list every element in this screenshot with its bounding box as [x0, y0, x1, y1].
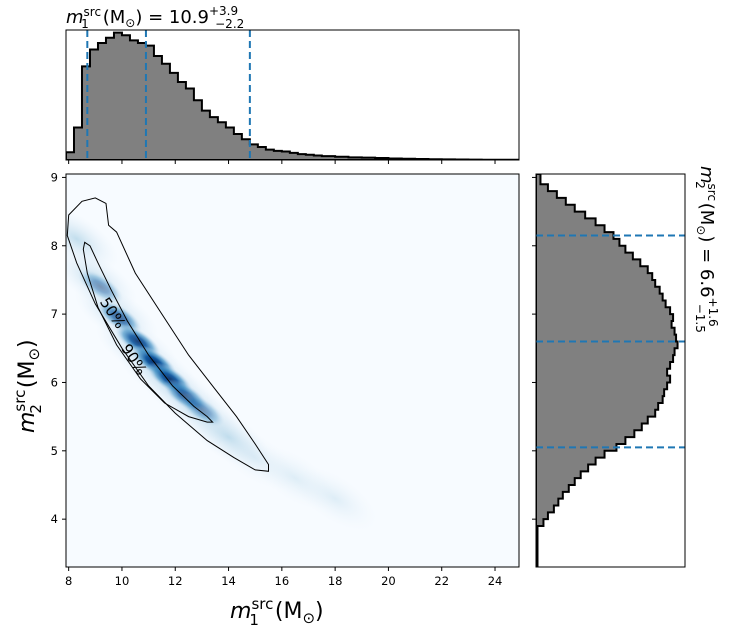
x-tick-label: 8 — [65, 574, 72, 588]
m1-marginal-panel — [65, 29, 520, 164]
x-tick-label: 24 — [488, 574, 503, 588]
m2-quantile-lines — [536, 234, 685, 449]
m1-summary-title: msrc 1 (M⊙) = 10.9+3.9 −2.2 — [66, 4, 244, 31]
m1-histogram — [66, 31, 519, 160]
y-tick-label: 6 — [51, 375, 58, 389]
x-tick-label: 20 — [381, 574, 396, 588]
m2-summary-title: msrc2(M⊙) = 6.6+1.6−1.5 — [693, 166, 720, 333]
y-axis-ticks: 4 5 6 7 8 9 — [51, 170, 66, 526]
x-tick-label: 12 — [168, 574, 183, 588]
m2-marginal-ticks — [532, 176, 536, 520]
x-tick-label: 18 — [328, 574, 343, 588]
credible-contours — [66, 197, 269, 472]
m1-histogram-bars — [66, 31, 519, 160]
y-tick-label: 7 — [51, 307, 58, 321]
y-tick-label: 8 — [51, 239, 58, 253]
y-tick-label: 4 — [51, 512, 58, 526]
m2-marginal-panel — [532, 173, 686, 568]
m2-histogram — [536, 174, 679, 567]
m1-marginal-ticks — [68, 160, 496, 164]
m2-histogram-bars — [536, 174, 679, 567]
contour-90pct — [66, 197, 269, 472]
y-tick-label: 5 — [51, 444, 58, 458]
x-tick-label: 22 — [434, 574, 449, 588]
joint-posterior-panel: 8 10 12 14 16 18 20 22 24 4 5 6 7 8 9 — [51, 170, 520, 588]
x-tick-label: 16 — [275, 574, 290, 588]
contour-50pct — [82, 241, 214, 423]
density-halo-blob — [66, 206, 119, 271]
y-axis-label: msrc2(M⊙) — [11, 339, 45, 433]
y-tick-label: 9 — [51, 170, 58, 184]
density-core-blob — [179, 392, 225, 427]
density-halo-blob — [293, 466, 378, 531]
x-tick-label: 10 — [115, 574, 130, 588]
x-axis-ticks: 8 10 12 14 16 18 20 22 24 — [65, 567, 502, 588]
x-axis-label: msrc 1 (M⊙) — [230, 595, 324, 629]
x-tick-label: 14 — [221, 574, 236, 588]
